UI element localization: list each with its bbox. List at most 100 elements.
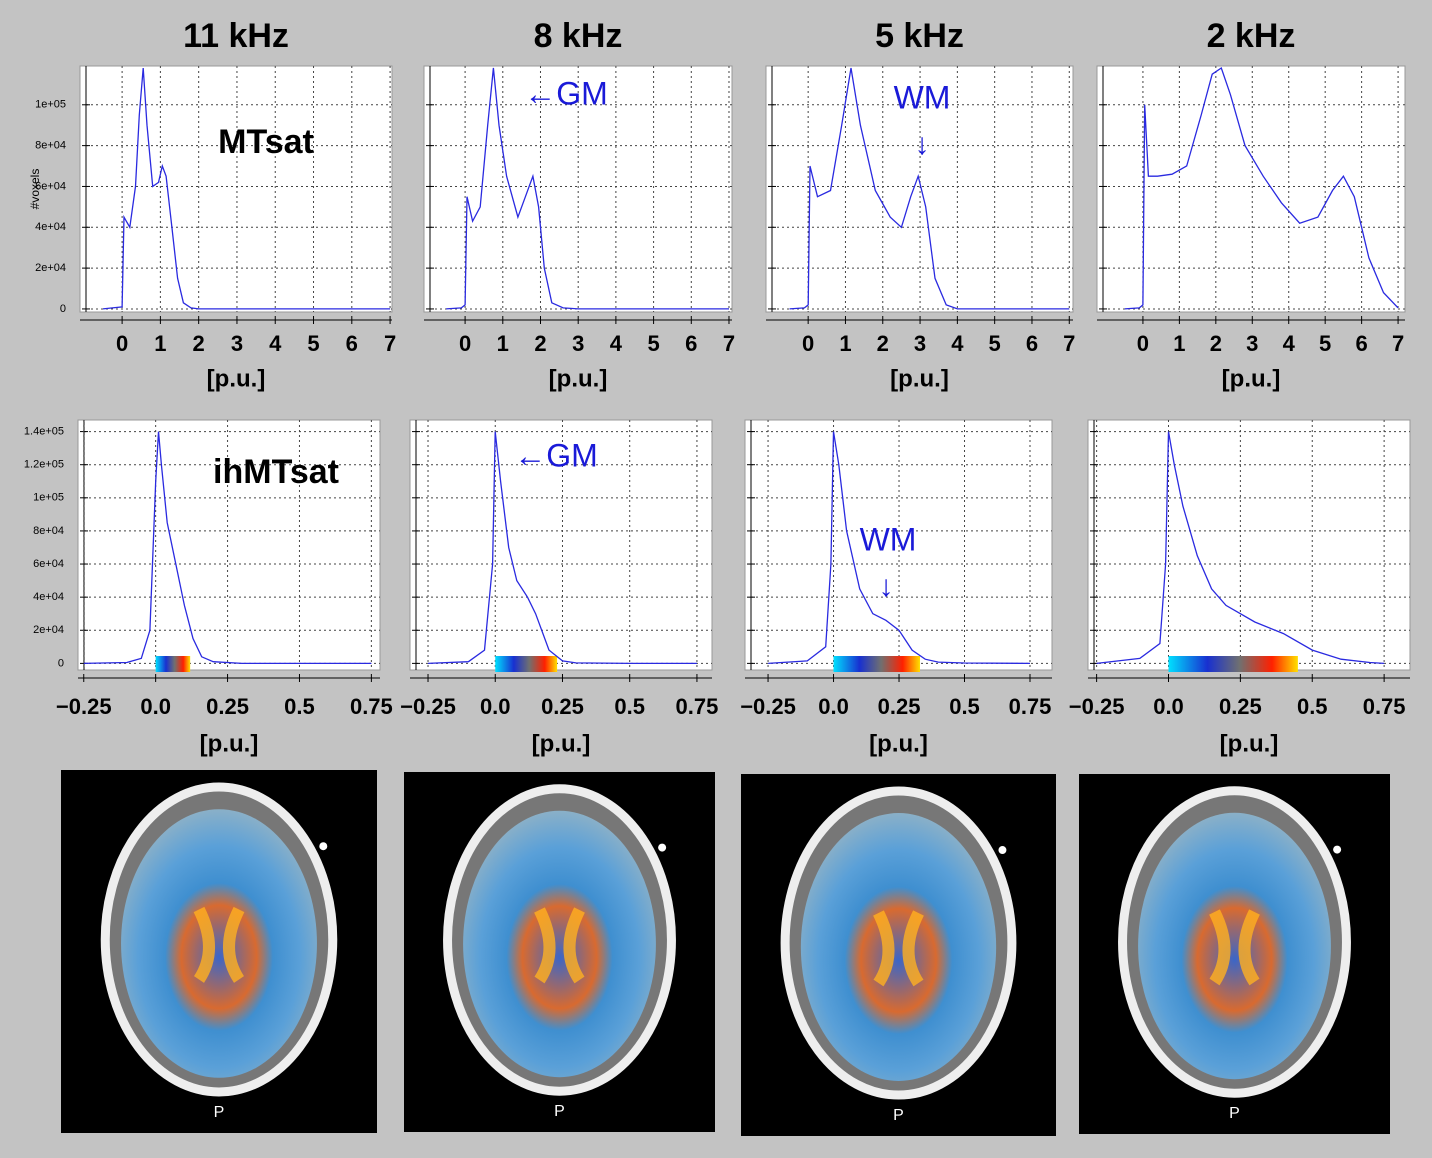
x-tick-label: 7: [723, 331, 735, 356]
x-axis-label: [p.u.]: [549, 365, 608, 392]
x-tick-label: 5: [307, 331, 319, 356]
x-tick-label: 0.5: [949, 694, 980, 719]
x-tick-label: 0.5: [284, 694, 315, 719]
histogram-line: [1096, 431, 1385, 665]
panel: 8 kHz 0 1 2 3 4 5 6 7 [p.u.] ←GM: [423, 17, 735, 392]
panel: 5 kHz 0 1 2 3 4 5 6 7 [p.u.] WM ↓: [765, 17, 1075, 392]
x-tick-label: 0: [116, 331, 128, 356]
x-tick-label: 7: [1392, 331, 1404, 356]
plot-area: [1087, 419, 1411, 671]
x-tick-label: 0.75: [676, 694, 719, 719]
colorbar: [1168, 656, 1298, 672]
histogram-line: [83, 431, 372, 665]
histogram-line: [102, 67, 391, 310]
marker: [998, 846, 1007, 855]
x-tick-label: 3: [914, 331, 926, 356]
x-axis-label: [p.u.]: [890, 365, 949, 392]
panel: −0.25 0.0 0.25 0.5 0.75 [p.u.] WM ↓: [740, 419, 1053, 757]
x-axis-label: [p.u.]: [869, 730, 928, 757]
x-tick-label: 6: [685, 331, 697, 356]
chart-title: 2 kHz: [1207, 17, 1296, 55]
brain: [121, 809, 317, 1078]
brain-image: P: [741, 774, 1056, 1136]
y-tick-label: 2e+04: [33, 624, 64, 636]
y-tick-label: 6e+04: [33, 558, 64, 570]
x-tick-label: 0.0: [818, 694, 849, 719]
marker: [658, 843, 667, 852]
x-tick-label: 0.0: [140, 694, 171, 719]
x-tick-label: 0.0: [1153, 694, 1184, 719]
ventricles: [534, 907, 585, 984]
ventricles: [1209, 909, 1260, 986]
x-tick-label: 0.5: [614, 694, 645, 719]
panel: −0.25 0.0 0.25 0.5 0.75 [p.u.] ←GM: [400, 419, 719, 757]
x-axis-label: [p.u.]: [1222, 365, 1281, 392]
colorbar: [833, 656, 920, 672]
annotation: ↓: [915, 128, 930, 161]
y-tick-label: 0: [60, 303, 66, 315]
y-tick-label: 6e+04: [35, 180, 66, 192]
histogram-line: [768, 431, 1031, 665]
x-tick-label: 0.75: [1363, 694, 1406, 719]
x-tick-label: 0.25: [1219, 694, 1262, 719]
plot-area: [1096, 65, 1406, 313]
histogram-line: [446, 67, 729, 310]
plot-area: [744, 419, 1053, 671]
brain-image: P: [404, 772, 715, 1132]
y-axis-label: #voxels: [28, 169, 42, 210]
brain: [463, 810, 656, 1078]
x-tick-label: 3: [1246, 331, 1258, 356]
x-tick-label: 0.25: [541, 694, 584, 719]
annotation: MTsat: [218, 123, 314, 161]
x-tick-label: 2: [1210, 331, 1222, 356]
brain-image: P: [61, 770, 377, 1133]
histogram-line: [789, 67, 1070, 310]
x-tick-label: 1: [154, 331, 166, 356]
x-tick-label: 0: [459, 331, 471, 356]
orientation-label: P: [214, 1104, 225, 1121]
x-tick-label: 0.75: [350, 694, 393, 719]
panel: −0.25 0.0 0.25 0.5 0.75 [p.u.]: [1069, 419, 1411, 757]
panel: 2 kHz 0 1 2 3 4 5 6 7 [p.u.]: [1096, 17, 1406, 392]
y-tick-label: 1.2e+05: [24, 459, 64, 471]
plot-area: [409, 419, 713, 671]
brain: [1138, 812, 1331, 1080]
x-tick-label: 2: [193, 331, 205, 356]
x-tick-label: 0: [802, 331, 814, 356]
panel: 0 2e+04 4e+04 6e+04 8e+04 1e+05 1.2e+05 1.4e+05…: [24, 419, 393, 757]
y-tick-label: 8e+04: [35, 140, 66, 152]
x-tick-label: 0.25: [206, 694, 249, 719]
x-tick-label: 7: [1063, 331, 1075, 356]
y-tick-label: 8e+04: [33, 525, 64, 537]
annotation: ↓: [879, 570, 894, 603]
y-tick-label: 1.4e+05: [24, 425, 64, 437]
x-tick-label: 4: [1283, 331, 1296, 356]
x-tick-label: 1: [497, 331, 509, 356]
x-tick-label: −0.25: [400, 694, 456, 719]
y-tick-label: 4e+04: [35, 221, 66, 233]
chart-title: 5 kHz: [875, 17, 964, 55]
x-tick-label: 0.75: [1009, 694, 1052, 719]
y-tick-label: 1e+05: [33, 492, 64, 504]
orientation-label: P: [1229, 1105, 1240, 1122]
x-axis-label: [p.u.]: [532, 730, 591, 757]
chart-title: 11 kHz: [183, 17, 289, 55]
x-tick-label: 5: [989, 331, 1001, 356]
x-tick-label: 1: [1173, 331, 1185, 356]
brain: [800, 813, 997, 1081]
y-tick-label: 1e+05: [35, 99, 66, 111]
x-axis-label: [p.u.]: [1220, 730, 1279, 757]
x-tick-label: 6: [1355, 331, 1367, 356]
plot-area: [79, 65, 393, 313]
annotation: WM: [860, 521, 917, 557]
x-tick-label: 2: [534, 331, 546, 356]
annotation: ←GM: [514, 437, 598, 473]
x-tick-label: 6: [1026, 331, 1038, 356]
x-tick-label: 4: [610, 331, 623, 356]
x-tick-label: 5: [647, 331, 659, 356]
x-tick-label: 0.0: [480, 694, 511, 719]
panel: 11 kHz 0 2e+04 4e+04 6e+04 8e+04 1e+05 0 1 2 3 4 5 6 7…: [28, 17, 396, 392]
x-tick-label: 3: [231, 331, 243, 356]
marker: [1333, 845, 1342, 854]
